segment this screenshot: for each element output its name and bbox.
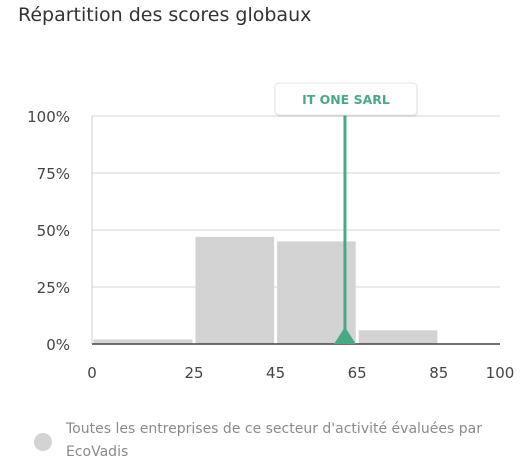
y-tick-label: 100% xyxy=(27,108,70,126)
histogram-bar-2 xyxy=(277,241,356,344)
chart-area: 0% 25% 50% 75% 100% 0 25 45 65 85 100 IT ONE SARL xyxy=(27,82,514,382)
x-axis-ticks: 0 25 45 65 85 100 xyxy=(87,364,514,382)
y-tick-label: 75% xyxy=(37,165,70,183)
histogram-bar-3 xyxy=(358,330,438,344)
x-tick-label: 85 xyxy=(429,364,448,382)
x-tick-label: 0 xyxy=(87,364,97,382)
chart-title: Répartition des scores globaux xyxy=(18,4,312,26)
x-tick-label: 45 xyxy=(266,364,285,382)
histogram-bar-0 xyxy=(93,339,193,344)
marker-label: IT ONE SARL xyxy=(302,92,390,107)
y-axis-ticks: 0% 25% 50% 75% 100% xyxy=(27,108,70,354)
axes xyxy=(91,116,500,345)
legend-swatch xyxy=(34,433,52,451)
marker-label-box xyxy=(274,82,418,116)
legend-label: Toutes les entreprises de ce secteur d'a… xyxy=(66,421,482,460)
x-tick-label: 65 xyxy=(348,364,367,382)
x-tick-label: 100 xyxy=(486,364,515,382)
marker-triangle xyxy=(333,327,356,344)
x-tick-label: 25 xyxy=(184,364,203,382)
y-tick-label: 50% xyxy=(37,222,70,240)
y-tick-label: 25% xyxy=(37,279,70,297)
histogram-bars xyxy=(93,236,438,344)
y-tick-label: 0% xyxy=(46,336,70,354)
histogram-bar-1 xyxy=(195,236,275,344)
company-marker: IT ONE SARL xyxy=(274,82,418,344)
